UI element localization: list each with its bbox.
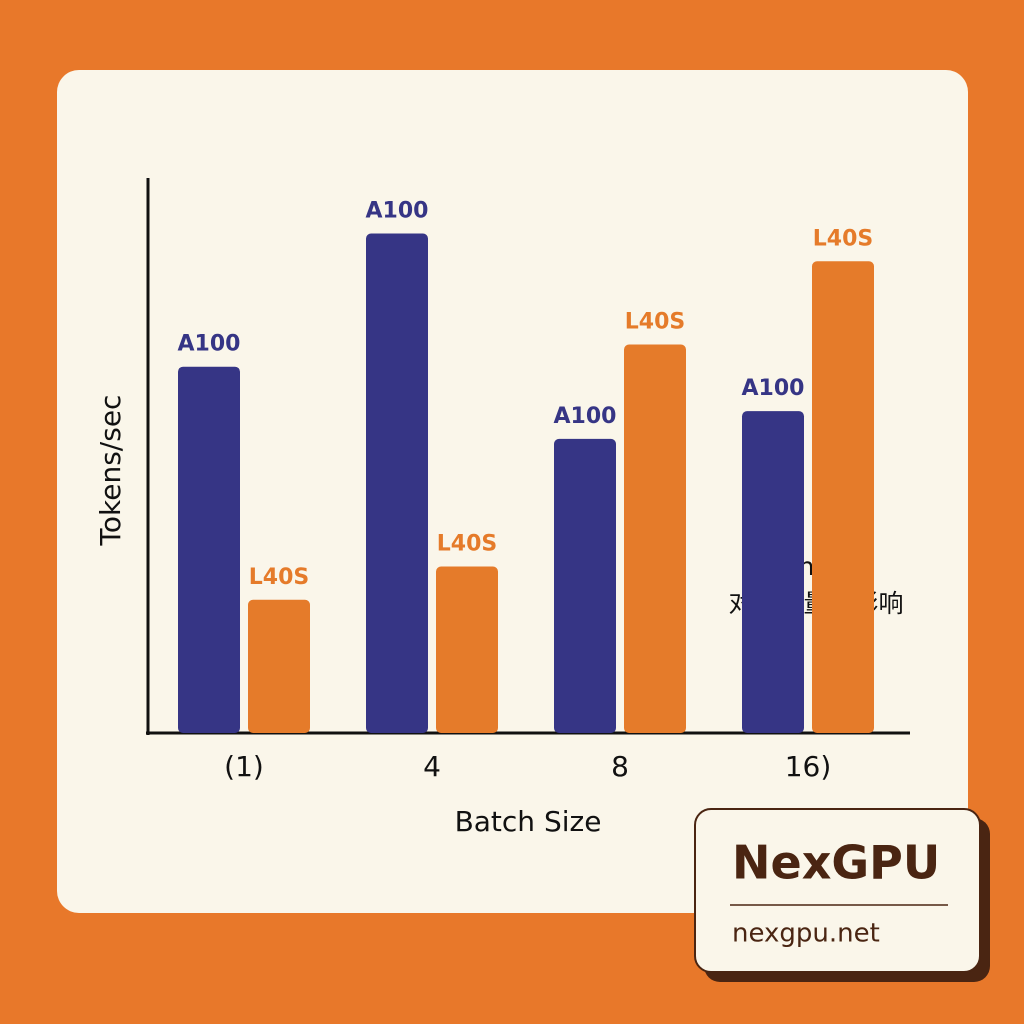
bar [366, 233, 428, 733]
y-axis-title: Tokens/sec [94, 395, 127, 547]
bar [812, 261, 874, 733]
bar-label: A100 [554, 404, 617, 429]
bar [624, 344, 686, 733]
x-tick-label: 8 [611, 750, 629, 783]
watermark-title: NexGPU [732, 836, 940, 890]
x-tick-label: (1) [224, 750, 264, 783]
x-tick-label: 4 [423, 750, 441, 783]
watermark-url: nexgpu.net [732, 919, 880, 949]
bar [554, 438, 616, 733]
bar-label: L40S [249, 565, 309, 590]
bar-label: A100 [742, 376, 805, 401]
x-tick-label: 16) [785, 750, 832, 783]
bar-label: A100 [178, 332, 241, 357]
bar-label: A100 [366, 199, 429, 224]
bar-label: L40S [813, 226, 873, 251]
bar-label: L40S [437, 532, 497, 557]
bar [436, 566, 498, 733]
x-axis-title: Batch Size [455, 805, 602, 838]
bar [248, 599, 310, 733]
watermark-box [694, 808, 981, 973]
bar [178, 366, 240, 733]
bar [742, 411, 804, 733]
bar-label: L40S [625, 310, 685, 335]
